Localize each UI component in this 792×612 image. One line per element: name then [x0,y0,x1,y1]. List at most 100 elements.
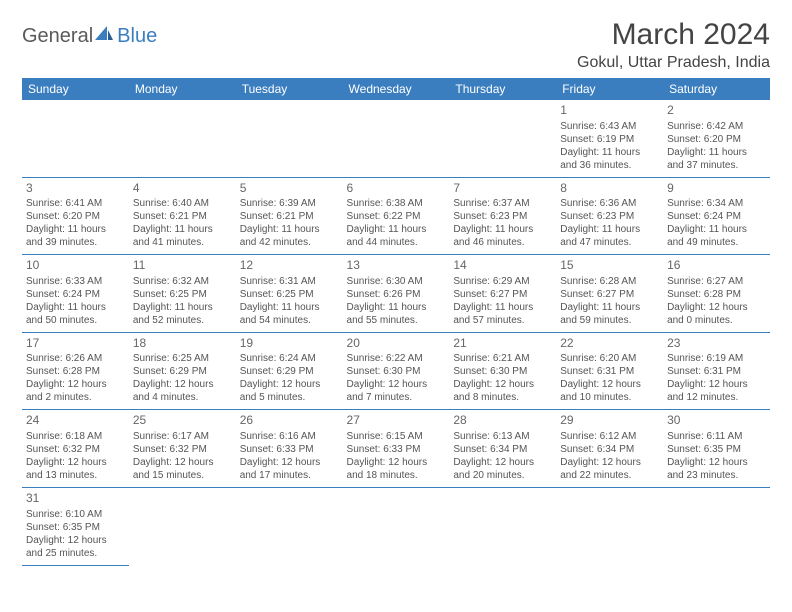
calendar-cell: 21Sunrise: 6:21 AMSunset: 6:30 PMDayligh… [449,332,556,410]
day-number: 13 [347,258,446,274]
sunrise-text: Sunrise: 6:12 AM [560,430,659,443]
calendar-cell [22,100,129,177]
day-number: 30 [667,413,766,429]
day-number: 5 [240,181,339,197]
day-number: 16 [667,258,766,274]
day-number: 26 [240,413,339,429]
day-number: 22 [560,336,659,352]
sunset-text: Sunset: 6:25 PM [240,288,339,301]
day-number: 15 [560,258,659,274]
sunrise-text: Sunrise: 6:15 AM [347,430,446,443]
calendar-week-row: 17Sunrise: 6:26 AMSunset: 6:28 PMDayligh… [22,332,770,410]
sunset-text: Sunset: 6:30 PM [347,365,446,378]
sunset-text: Sunset: 6:31 PM [560,365,659,378]
day-number: 23 [667,336,766,352]
daylight-text: Daylight: 12 hours and 5 minutes. [240,378,339,404]
sunset-text: Sunset: 6:35 PM [26,521,125,534]
calendar-cell: 25Sunrise: 6:17 AMSunset: 6:32 PMDayligh… [129,410,236,488]
logo: General Blue [22,24,157,49]
sunrise-text: Sunrise: 6:27 AM [667,275,766,288]
sunset-text: Sunset: 6:35 PM [667,443,766,456]
calendar-cell [449,100,556,177]
calendar-week-row: 10Sunrise: 6:33 AMSunset: 6:24 PMDayligh… [22,255,770,333]
sunrise-text: Sunrise: 6:19 AM [667,352,766,365]
logo-text-blue: Blue [117,25,157,48]
sunrise-text: Sunrise: 6:24 AM [240,352,339,365]
calendar-cell [129,100,236,177]
day-number: 21 [453,336,552,352]
sunset-text: Sunset: 6:33 PM [240,443,339,456]
daylight-text: Daylight: 11 hours and 59 minutes. [560,301,659,327]
logo-sail-icon [93,24,115,47]
daylight-text: Daylight: 11 hours and 39 minutes. [26,223,125,249]
daylight-text: Daylight: 11 hours and 42 minutes. [240,223,339,249]
sunrise-text: Sunrise: 6:22 AM [347,352,446,365]
day-number: 10 [26,258,125,274]
calendar-cell [663,487,770,565]
calendar-cell: 1Sunrise: 6:43 AMSunset: 6:19 PMDaylight… [556,100,663,177]
sunset-text: Sunset: 6:33 PM [347,443,446,456]
calendar-cell: 26Sunrise: 6:16 AMSunset: 6:33 PMDayligh… [236,410,343,488]
sunrise-text: Sunrise: 6:16 AM [240,430,339,443]
header: General Blue March 2024 Gokul, Uttar Pra… [22,18,770,72]
sunset-text: Sunset: 6:25 PM [133,288,232,301]
daylight-text: Daylight: 11 hours and 46 minutes. [453,223,552,249]
daylight-text: Daylight: 11 hours and 54 minutes. [240,301,339,327]
day-number: 29 [560,413,659,429]
calendar-cell: 2Sunrise: 6:42 AMSunset: 6:20 PMDaylight… [663,100,770,177]
sunrise-text: Sunrise: 6:39 AM [240,197,339,210]
sunset-text: Sunset: 6:34 PM [560,443,659,456]
sunrise-text: Sunrise: 6:32 AM [133,275,232,288]
sunrise-text: Sunrise: 6:29 AM [453,275,552,288]
daylight-text: Daylight: 12 hours and 13 minutes. [26,456,125,482]
day-number: 17 [26,336,125,352]
sunset-text: Sunset: 6:27 PM [453,288,552,301]
calendar-cell: 27Sunrise: 6:15 AMSunset: 6:33 PMDayligh… [343,410,450,488]
daylight-text: Daylight: 11 hours and 55 minutes. [347,301,446,327]
sunrise-text: Sunrise: 6:36 AM [560,197,659,210]
day-number: 6 [347,181,446,197]
daylight-text: Daylight: 12 hours and 23 minutes. [667,456,766,482]
sunrise-text: Sunrise: 6:34 AM [667,197,766,210]
day-number: 4 [133,181,232,197]
sunrise-text: Sunrise: 6:21 AM [453,352,552,365]
sunset-text: Sunset: 6:24 PM [667,210,766,223]
calendar-cell: 9Sunrise: 6:34 AMSunset: 6:24 PMDaylight… [663,177,770,255]
calendar-week-row: 24Sunrise: 6:18 AMSunset: 6:32 PMDayligh… [22,410,770,488]
sunset-text: Sunset: 6:22 PM [347,210,446,223]
sunset-text: Sunset: 6:27 PM [560,288,659,301]
sunrise-text: Sunrise: 6:17 AM [133,430,232,443]
sunset-text: Sunset: 6:20 PM [26,210,125,223]
day-number: 9 [667,181,766,197]
calendar-cell: 13Sunrise: 6:30 AMSunset: 6:26 PMDayligh… [343,255,450,333]
day-number: 8 [560,181,659,197]
sunset-text: Sunset: 6:28 PM [26,365,125,378]
day-number: 24 [26,413,125,429]
page-title: March 2024 [577,18,770,52]
sunset-text: Sunset: 6:34 PM [453,443,552,456]
calendar-cell [129,487,236,565]
daylight-text: Daylight: 11 hours and 37 minutes. [667,146,766,172]
sunset-text: Sunset: 6:32 PM [26,443,125,456]
sunset-text: Sunset: 6:23 PM [560,210,659,223]
calendar-cell: 7Sunrise: 6:37 AMSunset: 6:23 PMDaylight… [449,177,556,255]
calendar-cell: 10Sunrise: 6:33 AMSunset: 6:24 PMDayligh… [22,255,129,333]
sunset-text: Sunset: 6:30 PM [453,365,552,378]
daylight-text: Daylight: 12 hours and 10 minutes. [560,378,659,404]
sunrise-text: Sunrise: 6:28 AM [560,275,659,288]
calendar-cell: 6Sunrise: 6:38 AMSunset: 6:22 PMDaylight… [343,177,450,255]
daylight-text: Daylight: 11 hours and 57 minutes. [453,301,552,327]
sunrise-text: Sunrise: 6:38 AM [347,197,446,210]
day-header: Sunday [22,78,129,100]
sunrise-text: Sunrise: 6:30 AM [347,275,446,288]
daylight-text: Daylight: 12 hours and 15 minutes. [133,456,232,482]
daylight-text: Daylight: 12 hours and 7 minutes. [347,378,446,404]
day-number: 12 [240,258,339,274]
daylight-text: Daylight: 11 hours and 44 minutes. [347,223,446,249]
day-number: 11 [133,258,232,274]
calendar-cell: 16Sunrise: 6:27 AMSunset: 6:28 PMDayligh… [663,255,770,333]
location-text: Gokul, Uttar Pradesh, India [577,54,770,72]
daylight-text: Daylight: 12 hours and 18 minutes. [347,456,446,482]
daylight-text: Daylight: 11 hours and 41 minutes. [133,223,232,249]
calendar-cell: 31Sunrise: 6:10 AMSunset: 6:35 PMDayligh… [22,487,129,565]
